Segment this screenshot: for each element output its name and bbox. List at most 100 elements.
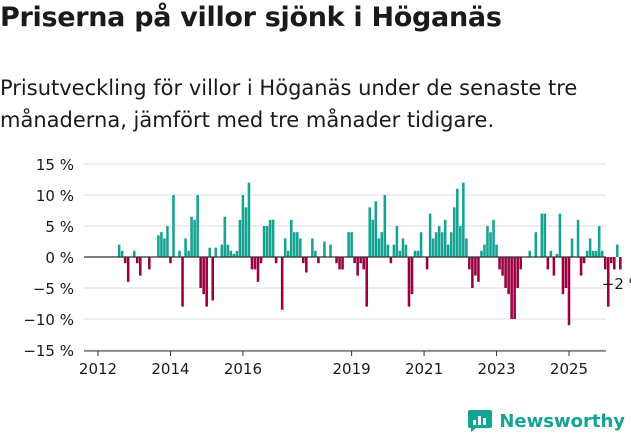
bar — [262, 226, 266, 257]
bar — [350, 232, 353, 257]
bar — [474, 257, 477, 276]
bar — [570, 238, 574, 257]
x-tick-label: 2023 — [477, 360, 515, 378]
bar — [280, 257, 284, 310]
bar — [606, 257, 610, 307]
y-tick-label: 5 % — [45, 218, 74, 236]
bar — [501, 257, 504, 276]
bar — [561, 257, 565, 295]
bar — [585, 250, 589, 257]
bar — [552, 257, 556, 276]
bar — [314, 250, 317, 257]
bar — [163, 238, 166, 257]
bar — [594, 250, 598, 257]
bar — [286, 250, 290, 257]
bar — [135, 257, 139, 264]
x-tick-label: 2016 — [224, 360, 262, 378]
bar — [202, 257, 205, 295]
y-tick-label: 10 % — [36, 187, 74, 205]
bar — [504, 257, 507, 288]
bar — [359, 257, 362, 264]
x-tick-label: 2012 — [79, 360, 117, 378]
bar — [265, 226, 269, 257]
bar — [253, 257, 257, 270]
bar — [419, 232, 423, 257]
bar — [616, 244, 619, 257]
bar — [362, 257, 365, 270]
bar — [374, 201, 378, 257]
bar — [208, 247, 211, 257]
bar — [365, 257, 368, 307]
bar — [591, 250, 595, 257]
bar — [567, 257, 571, 326]
bar — [229, 250, 233, 257]
bar — [613, 257, 616, 270]
bar — [329, 244, 332, 257]
bar — [271, 219, 275, 257]
bar — [428, 213, 432, 257]
bar — [166, 226, 169, 257]
bar — [597, 226, 601, 257]
bar — [241, 195, 245, 257]
bar — [323, 241, 326, 257]
bar — [335, 257, 338, 264]
bar — [311, 238, 314, 257]
bar — [256, 257, 260, 282]
bar — [259, 257, 263, 264]
x-tick-label: 2021 — [405, 360, 443, 378]
bar — [558, 213, 562, 257]
bar — [579, 257, 583, 276]
bar — [368, 207, 372, 257]
bar — [123, 257, 127, 264]
gridlines — [84, 163, 606, 351]
bar — [459, 226, 462, 257]
bar — [190, 216, 193, 257]
bar — [543, 213, 547, 257]
x-tick-label: 2019 — [333, 360, 371, 378]
bar — [416, 250, 420, 257]
bar — [468, 257, 471, 270]
bar — [199, 257, 202, 288]
bar — [492, 219, 495, 257]
bar — [549, 250, 553, 257]
y-tick-label: 15 % — [36, 156, 74, 174]
bar — [196, 195, 199, 257]
bar — [138, 257, 142, 276]
bar — [462, 182, 465, 257]
bar — [223, 216, 227, 257]
bar — [452, 207, 456, 257]
bar — [157, 235, 160, 257]
bar — [299, 238, 302, 257]
bar — [172, 195, 175, 257]
bar — [489, 232, 492, 257]
bar — [588, 238, 592, 257]
bar — [353, 257, 356, 264]
bar — [471, 257, 474, 288]
y-tick-label: 0 % — [45, 249, 74, 267]
bar — [480, 250, 483, 257]
bar — [244, 207, 248, 257]
bar — [413, 250, 417, 257]
bar — [317, 257, 320, 264]
bar — [268, 219, 272, 257]
bar — [398, 250, 402, 257]
brand-name: Newsworthy — [499, 410, 625, 432]
bar — [386, 244, 390, 257]
bar — [519, 257, 522, 270]
bar — [465, 238, 468, 257]
bar — [564, 257, 568, 288]
newsworthy-icon — [468, 410, 493, 432]
bar — [238, 219, 242, 257]
bar — [534, 232, 538, 257]
bar — [117, 244, 121, 257]
bar — [619, 257, 622, 270]
bar — [305, 257, 308, 273]
bar — [160, 232, 163, 257]
bar — [609, 257, 613, 264]
bar — [483, 244, 486, 257]
bar — [295, 232, 299, 257]
bar — [169, 257, 172, 264]
bar — [437, 226, 441, 257]
bar — [193, 219, 196, 257]
bar — [247, 182, 251, 257]
